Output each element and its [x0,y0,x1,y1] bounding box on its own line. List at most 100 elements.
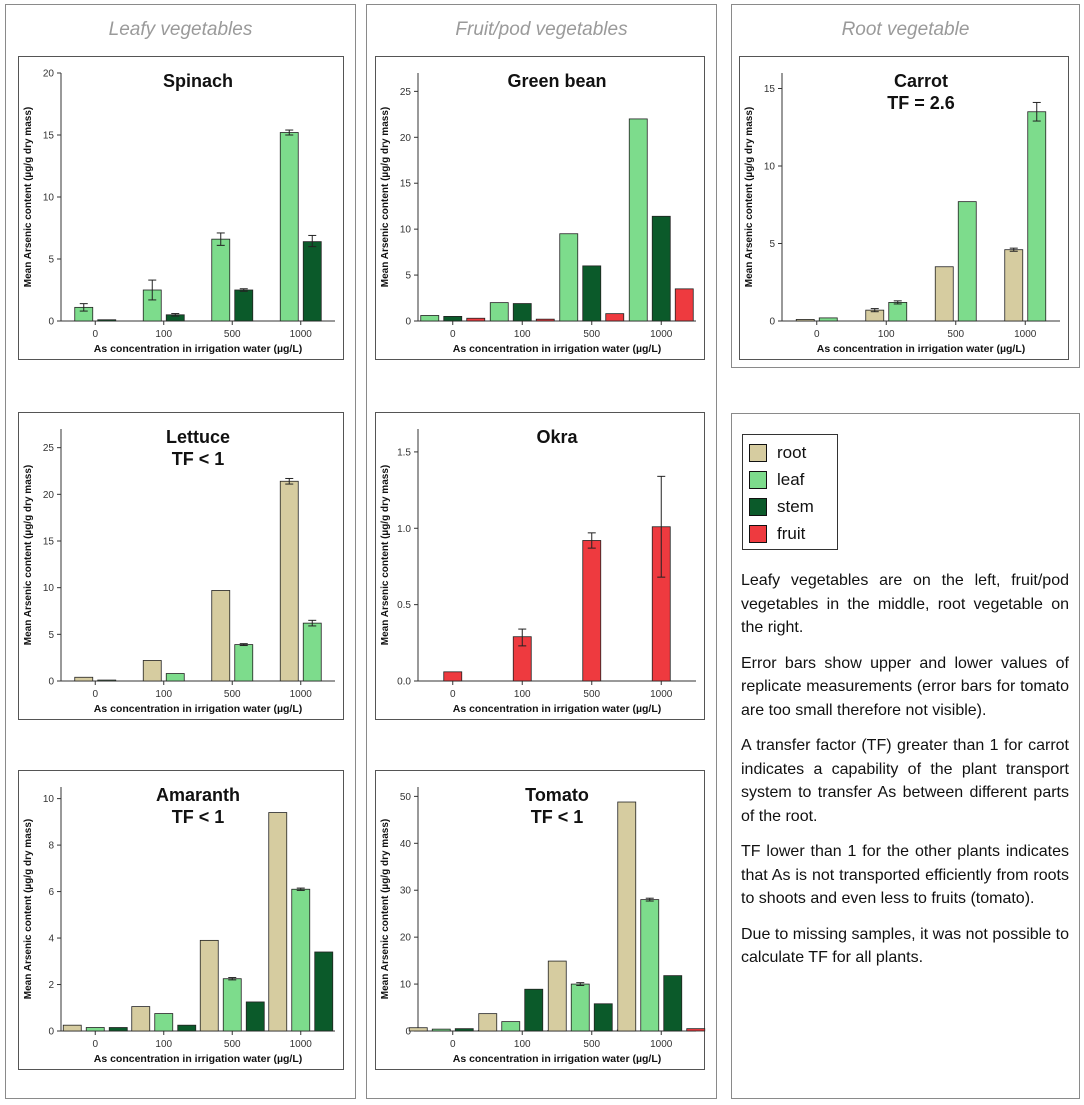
bar-stem [97,319,117,322]
section-title-root: Root vegetable [841,19,970,40]
y-tick-label: 1.5 [397,447,411,458]
y-tick-label: 15 [43,537,55,548]
y-tick-label: 0.5 [397,600,411,611]
x-tick-label: 500 [583,329,600,340]
bar-fruit [443,671,463,682]
bar-stem [108,1027,128,1032]
bar-root [795,319,815,322]
legend-item-leaf: leaf [749,466,831,493]
bar-root [547,960,567,1032]
y-tick-label: 5 [405,271,411,282]
chart-subtitle-carrot: TF = 2.6 [887,93,955,113]
legend-swatch-leaf [749,470,767,489]
x-tick-label: 100 [878,329,895,340]
section-leafy: Leafy vegetables [5,4,356,1099]
chart-title-spinach: Spinach [163,71,233,91]
y-tick-label: 25 [400,87,412,98]
y-tick-label: 0 [48,677,54,688]
x-tick-label: 500 [947,329,964,340]
bar-stem [177,1024,197,1032]
x-tick-label: 1000 [650,689,673,700]
x-tick-label: 500 [583,1039,600,1050]
x-axis-label: As concentration in irrigation water (µg… [94,703,302,715]
note-paragraph-5: Due to missing samples, it was not possi… [741,925,1069,967]
bar-leaf [234,644,254,682]
x-tick-label: 0 [450,689,456,700]
x-tick-label: 1000 [290,1039,313,1050]
bar-fruit [582,540,602,682]
bar-leaf [85,1027,105,1032]
chart-svg-greenbean: Green bean 0 5 10 15 20 25 Mean Arsenic content… [380,71,696,355]
y-tick-label: 10 [400,225,412,236]
x-axis-label: As concentration in irrigation water (µg… [94,343,302,355]
bar-root [62,1024,82,1032]
y-tick-label: 10 [400,980,412,991]
x-tick-label: 1000 [650,329,673,340]
chart-svg-okra: Okra 0.0 0.5 1.0 1.5 Mean Arsenic content (µg… [380,427,696,715]
bar-leaf [501,1021,521,1032]
y-tick-label: 5 [48,630,54,641]
bar-fruit [686,1028,706,1032]
legend-swatch-stem [749,497,767,516]
x-tick-label: 0 [92,329,98,340]
y-tick-label: 1.0 [397,524,411,535]
y-axis-label: Mean Arsenic content (µg/g dry mass) [380,819,391,999]
y-tick-label: 15 [43,131,55,142]
bar-stem [234,289,254,322]
y-tick-label: 2 [48,980,54,991]
bar-stem [651,215,671,322]
section-fruit-pod: Fruit/pod vegetables [366,4,717,1099]
y-tick-label: 10 [43,583,55,594]
y-tick-label: 4 [48,934,54,945]
y-tick-label: 20 [400,933,412,944]
bar-root [478,1013,498,1032]
bar-leaf [279,132,299,322]
bar-leaf [302,622,322,682]
x-axis-label: As concentration in irrigation water (µg… [94,1053,302,1065]
y-axis-label: Mean Arsenic content (µg/g dry mass) [744,107,755,287]
bar-leaf [97,679,117,682]
section-root: Root vegetable [731,4,1080,368]
bar-leaf [211,238,231,322]
y-axis-label: Mean Arsenic content (µg/g dry mass) [23,819,34,999]
section-title-fruit-pod: Fruit/pod vegetables [455,19,628,40]
bar-leaf [818,317,838,322]
legend-label-stem: stem [777,496,814,516]
y-tick-label: 25 [43,443,55,454]
bar-leaf [640,899,660,1032]
legend-label-fruit: fruit [777,523,806,543]
y-tick-label: 5 [769,239,775,250]
y-tick-label: 0 [405,1027,411,1038]
x-tick-label: 0 [92,689,98,700]
x-tick-label: 100 [155,329,172,340]
x-tick-label: 0 [450,329,456,340]
x-tick-label: 0 [814,329,820,340]
y-axis-label: Mean Arsenic content (µg/g dry mass) [380,465,391,645]
y-tick-label: 30 [400,886,412,897]
chart-title-lettuce: Lettuce [166,427,230,447]
bar-fruit [605,313,625,322]
chart-tomato: Tomato TF < 1 0 10 20 30 40 50 Mean Arsenic cont… [375,770,706,1070]
y-tick-label: 20 [400,133,412,144]
note-paragraph-1: Leafy vegetables are on the left, fruit/… [741,572,1069,636]
bar-root [408,1027,428,1032]
note-paragraph-3: A transfer factor (TF) greater than 1 fo… [741,737,1069,825]
x-tick-label: 0 [92,1039,98,1050]
legend-swatch-fruit [749,524,767,543]
x-tick-label: 500 [224,689,241,700]
chart-green-bean: Green bean 0 5 10 15 20 25 Mean Arsenic content… [375,56,705,360]
bar-stem [302,241,322,322]
chart-lettuce: Lettuce TF < 1 0 5 10 15 20 25 Mean Arsenic cont… [18,412,344,720]
section-title-leafy: Leafy vegetables [108,19,253,40]
info-box: root leaf stem fruit Leafy vegetables ar… [731,413,1080,1099]
bar-root [199,939,219,1032]
x-tick-label: 1000 [290,329,313,340]
bar-stem [314,951,334,1032]
x-tick-label: 100 [514,689,531,700]
y-tick-label: 10 [43,193,55,204]
note-paragraph-2: Error bars show upper and lower values o… [741,654,1069,719]
chart-title-greenbean: Green bean [507,71,606,91]
x-axis-label: As concentration in irrigation water (µg… [817,343,1025,355]
bar-root [211,590,231,682]
